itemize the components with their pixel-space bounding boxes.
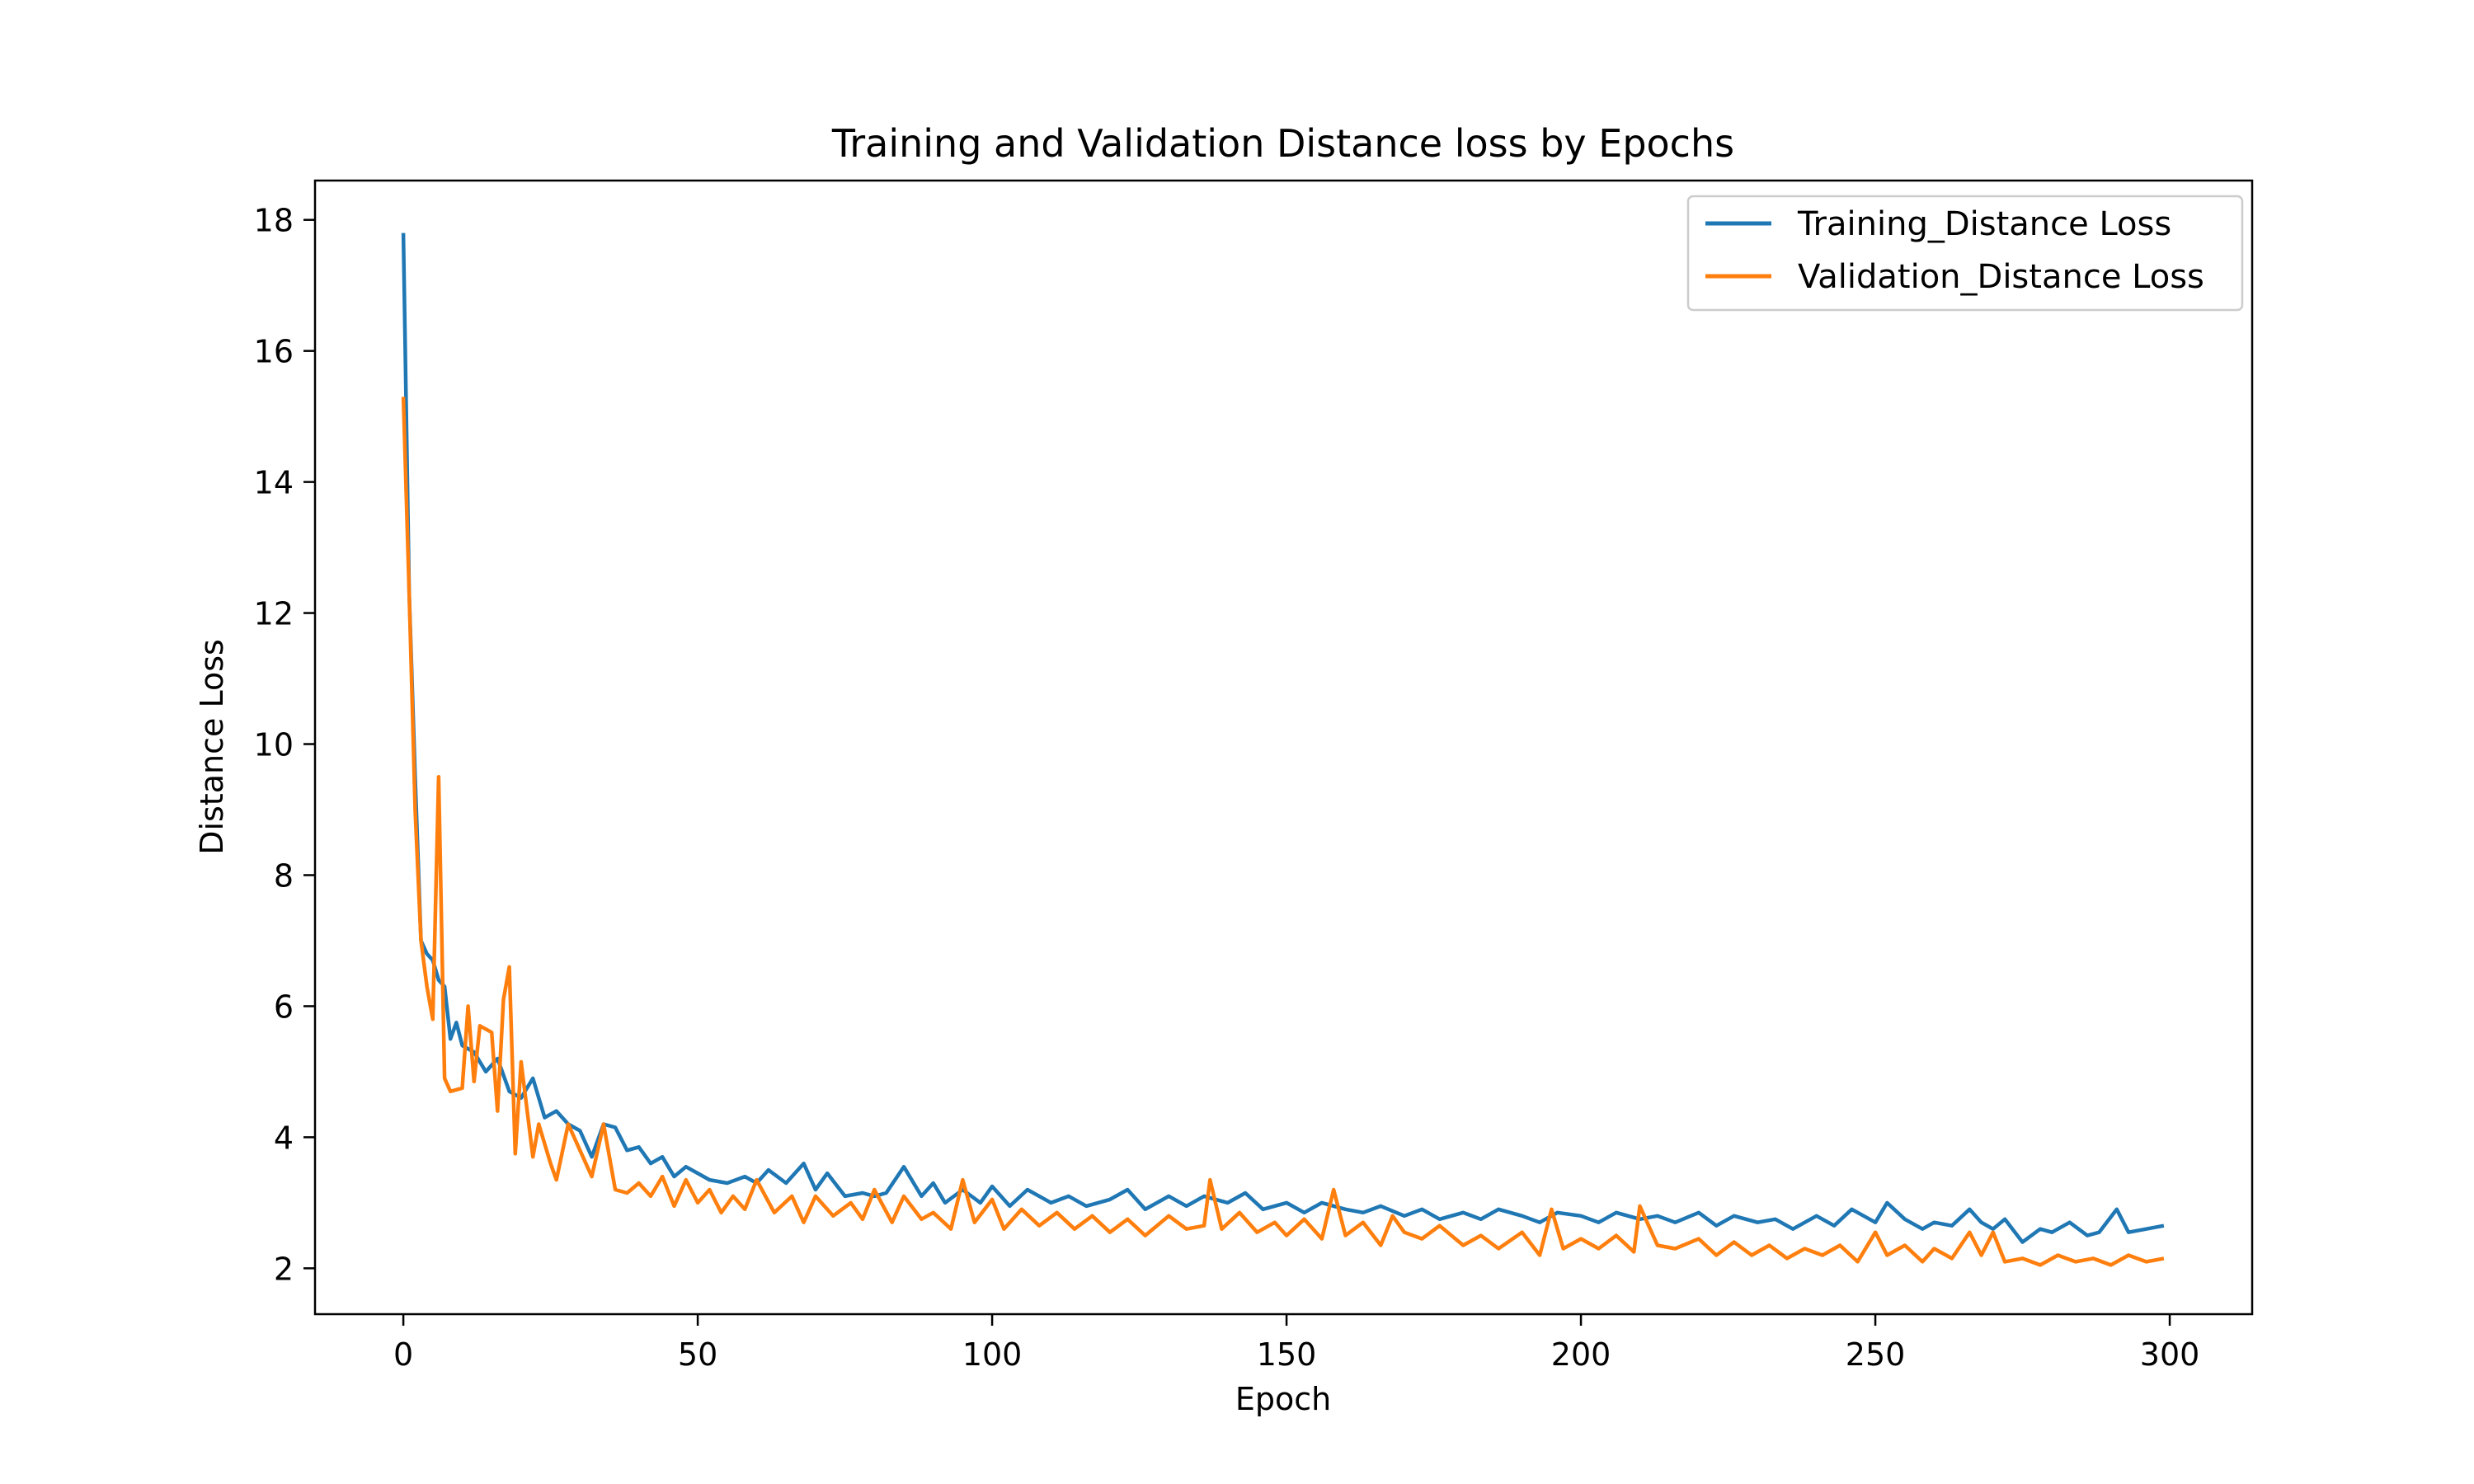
- y-tick-label: 12: [254, 596, 294, 632]
- x-axis-label: Epoch: [1235, 1381, 1331, 1417]
- x-tick-label: 300: [2140, 1336, 2200, 1373]
- y-axis: 2 4 6 8 10 12 14 16 18: [254, 203, 315, 1287]
- y-tick-label: 6: [274, 989, 294, 1025]
- x-tick-label: 200: [1551, 1336, 1611, 1373]
- y-tick-label: 4: [274, 1120, 294, 1156]
- y-tick-label: 8: [274, 857, 294, 894]
- y-axis-label: Distance Loss: [194, 639, 230, 855]
- y-tick-label: 16: [254, 334, 294, 370]
- x-tick-label: 150: [1257, 1336, 1317, 1373]
- y-tick-label: 2: [274, 1251, 294, 1287]
- x-tick-label: 0: [393, 1336, 413, 1373]
- legend-label-training: Training_Distance Loss: [1797, 205, 2171, 243]
- series-line-validation: [401, 397, 2165, 1267]
- y-tick-label: 14: [254, 465, 294, 501]
- legend-box: [1686, 195, 2244, 312]
- chart-title: Training and Validation Distance loss by…: [831, 121, 1734, 166]
- x-tick-label: 100: [962, 1336, 1023, 1373]
- y-tick-label: 10: [254, 727, 294, 763]
- plot-frame: [313, 179, 2254, 1316]
- plot-area: [313, 179, 2254, 1316]
- y-tick-label: 18: [254, 203, 294, 239]
- x-axis: 0 50 100 150 200 250 300: [393, 1314, 2199, 1373]
- x-tick-label: 50: [678, 1336, 717, 1373]
- series-layer: [401, 232, 2165, 1267]
- x-tick-label: 250: [1846, 1336, 1906, 1373]
- legend: Training_Distance Loss Validation_Distan…: [1686, 195, 2244, 312]
- legend-label-validation: Validation_Distance Loss: [1798, 258, 2204, 296]
